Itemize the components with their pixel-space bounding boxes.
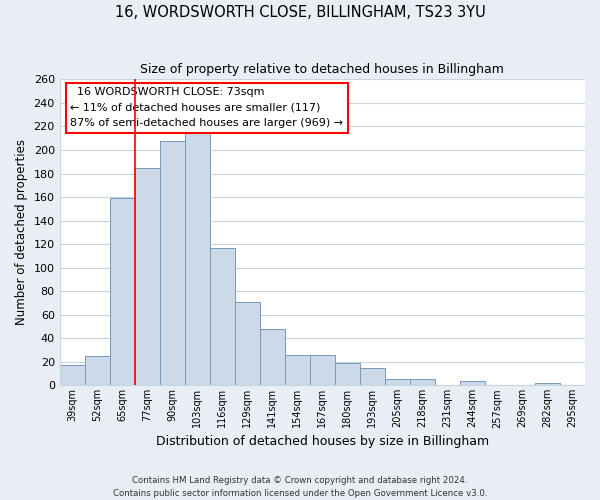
X-axis label: Distribution of detached houses by size in Billingham: Distribution of detached houses by size … (156, 434, 489, 448)
Bar (310, 354, 335, 386)
Bar (335, 363, 360, 386)
Bar (410, 380, 435, 386)
Text: 16 WORDSWORTH CLOSE: 73sqm
← 11% of detached houses are smaller (117)
87% of sem: 16 WORDSWORTH CLOSE: 73sqm ← 11% of deta… (70, 87, 343, 128)
Bar (160, 140, 185, 386)
Bar (185, 132, 210, 386)
Bar (235, 302, 260, 386)
Y-axis label: Number of detached properties: Number of detached properties (15, 140, 28, 326)
Text: 16, WORDSWORTH CLOSE, BILLINGHAM, TS23 3YU: 16, WORDSWORTH CLOSE, BILLINGHAM, TS23 3… (115, 5, 485, 20)
Bar (59, 366, 85, 386)
Text: Contains HM Land Registry data © Crown copyright and database right 2024.
Contai: Contains HM Land Registry data © Crown c… (113, 476, 487, 498)
Bar (535, 383, 560, 386)
Bar (285, 354, 310, 386)
Bar (460, 380, 485, 386)
Bar (110, 198, 135, 386)
Bar (85, 356, 110, 386)
Bar (385, 380, 410, 386)
Bar (260, 329, 285, 386)
Title: Size of property relative to detached houses in Billingham: Size of property relative to detached ho… (140, 62, 504, 76)
Bar (360, 368, 385, 386)
Bar (135, 168, 160, 386)
Bar (210, 248, 235, 386)
